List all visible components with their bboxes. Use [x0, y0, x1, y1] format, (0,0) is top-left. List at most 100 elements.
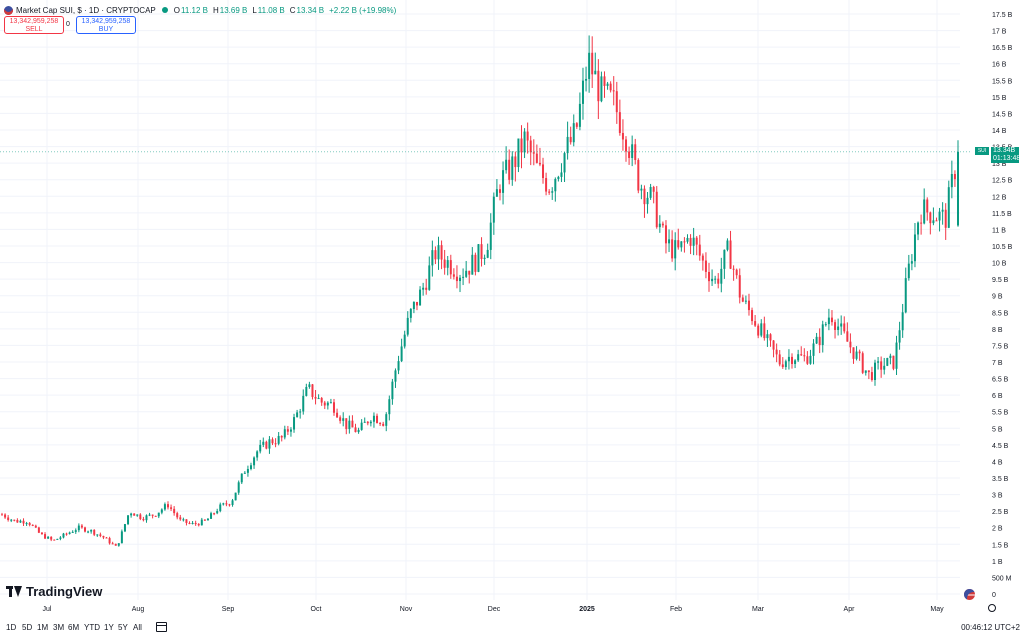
candle-body: [895, 342, 898, 369]
candle-body: [409, 309, 412, 318]
x-tick-label: May: [930, 606, 944, 613]
candle-body: [751, 310, 754, 322]
candle-body: [775, 349, 778, 355]
candle-body: [246, 469, 249, 473]
candle-body: [87, 531, 90, 533]
candle-body: [151, 514, 154, 516]
candle-body: [351, 420, 354, 428]
candle-body: [643, 188, 646, 205]
candle-body: [123, 524, 126, 532]
candle-body: [600, 76, 603, 102]
candle-body: [508, 159, 511, 180]
candle-body: [277, 435, 280, 444]
candle-body: [708, 271, 711, 282]
candle-body: [434, 250, 437, 260]
candle-body: [941, 209, 944, 212]
range-button-ytd[interactable]: YTD: [84, 623, 100, 632]
tradingview-logo[interactable]: TradingView: [6, 584, 102, 599]
candle-body: [563, 153, 566, 173]
candle-body: [800, 354, 803, 356]
us-flag-icon[interactable]: [964, 589, 975, 600]
candle-body: [62, 533, 65, 538]
candle-body: [634, 144, 637, 161]
candle-body: [382, 423, 385, 426]
y-tick-label: 2.5 B: [992, 509, 1009, 516]
chart-header: Market Cap SUI, $ · 1D · CRYPTOCAP O 11.…: [4, 3, 401, 17]
candle-body: [821, 324, 824, 346]
candle-body: [474, 254, 477, 272]
candle-body: [455, 276, 458, 282]
candle-body: [480, 244, 483, 260]
range-button-1m[interactable]: 1M: [37, 623, 49, 632]
range-button-1y[interactable]: 1Y: [104, 623, 114, 632]
candle-body: [870, 372, 873, 381]
gear-icon[interactable]: [988, 604, 996, 612]
candle-body: [34, 525, 37, 528]
candle-body: [314, 396, 317, 399]
price-chart[interactable]: 17.5 B 17 B 16.5 B 16 B 15.5 B 15 B 14.5 B 14 B…: [0, 0, 1024, 620]
candle-body: [492, 196, 495, 223]
candle-body: [262, 441, 265, 445]
candle-body: [917, 222, 920, 235]
candle-body: [249, 465, 252, 470]
range-button-1d[interactable]: 1D: [6, 623, 17, 632]
candle-body: [431, 250, 434, 266]
y-tick-label: 4.5 B: [992, 443, 1009, 450]
y-tick-label: 15.5 B: [992, 78, 1013, 85]
candle-body: [597, 70, 600, 102]
x-tick-label: Dec: [488, 606, 501, 613]
candle-body: [907, 263, 910, 279]
buy-button[interactable]: 13,342,959,258 BUY: [76, 16, 136, 34]
range-button-6m[interactable]: 6M: [68, 623, 80, 632]
candle-body: [80, 525, 83, 528]
candle-body: [139, 514, 142, 519]
candle-body: [133, 513, 136, 516]
y-tick-label: 17.5 B: [992, 12, 1013, 19]
candle-body: [781, 364, 784, 368]
x-tick-label: Apr: [844, 606, 856, 613]
candle-body: [231, 500, 234, 505]
candle-body: [437, 245, 440, 260]
y-tick-label: 0: [992, 592, 996, 599]
candle-body: [59, 537, 62, 539]
y-tick-label: 9.5 B: [992, 277, 1009, 284]
candle-body: [369, 421, 372, 424]
x-tick-label: Feb: [670, 606, 682, 613]
candle-body: [240, 473, 243, 483]
candle-body: [145, 515, 148, 521]
range-button-3m[interactable]: 3M: [53, 623, 65, 632]
y-tick-label: 3.5 B: [992, 476, 1009, 483]
candle-body: [892, 355, 895, 369]
range-button-5y[interactable]: 5Y: [118, 623, 128, 632]
sell-button[interactable]: 13,342,959,258 SELL: [4, 16, 64, 34]
utc-clock[interactable]: 00:46:12 UTC+2: [961, 623, 1020, 632]
candle-body: [280, 435, 283, 438]
candle-body: [265, 441, 268, 449]
candle-body: [874, 362, 877, 381]
y-tick-label: 11 B: [992, 227, 1006, 234]
symbol-title[interactable]: Market Cap SUI, $ · 1D · CRYPTOCAP: [16, 5, 156, 15]
candle-body: [535, 153, 538, 163]
range-button-5d[interactable]: 5D: [22, 623, 33, 632]
candle-body: [348, 420, 351, 430]
candle-body: [37, 527, 40, 533]
candle-body: [867, 370, 870, 373]
candle-body: [403, 334, 406, 347]
candle-body: [142, 518, 145, 521]
candle-body: [305, 386, 308, 396]
range-button-all[interactable]: All: [133, 623, 142, 632]
candle-body: [422, 287, 425, 290]
candle-body: [517, 138, 520, 168]
calendar-icon[interactable]: [156, 622, 167, 632]
candle-body: [256, 451, 259, 458]
spread-value: 0: [66, 21, 70, 28]
candle-body: [68, 532, 71, 534]
candle-body: [10, 519, 13, 521]
market-status-icon: [161, 7, 168, 13]
candle-body: [498, 189, 501, 193]
bottom-toolbar: 1D 5D 1M 3M 6M YTD 1Y 5Y All 00:46:12 UT…: [0, 620, 1024, 635]
candle-body: [649, 187, 652, 198]
candle-body: [354, 427, 357, 433]
y-tick-label: 14.5 B: [992, 111, 1013, 118]
ohlc-high-value: 13.69 B: [219, 5, 248, 15]
